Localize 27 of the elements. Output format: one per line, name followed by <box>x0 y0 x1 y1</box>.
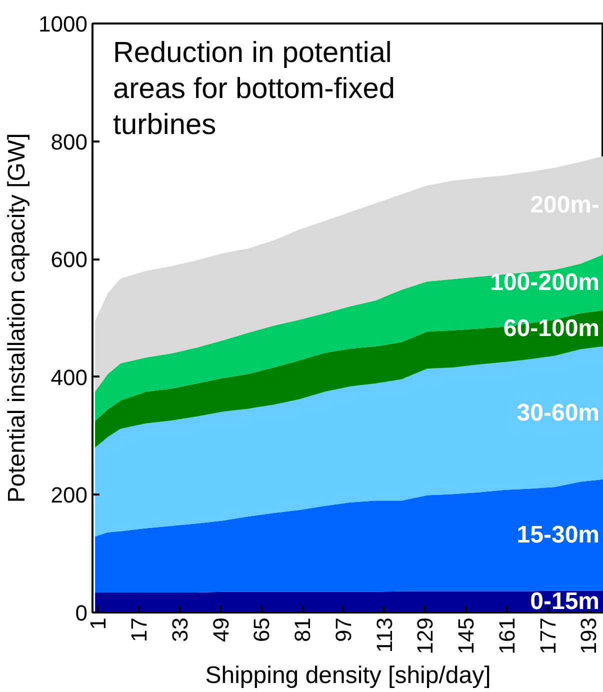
series-label: 15-30m <box>516 522 600 549</box>
x-tick-label: 177 <box>535 617 560 654</box>
x-tick-label: 65 <box>249 617 274 642</box>
x-tick-label: 193 <box>576 617 602 654</box>
series-label: 100-200m <box>490 268 600 296</box>
y-tick-label: 400 <box>50 364 88 390</box>
x-axis-title: Shipping density [ship/day] <box>205 662 491 690</box>
x-tick-label: 145 <box>454 617 479 654</box>
series-label: 0-15m <box>530 588 600 616</box>
series-label: 30-60m <box>516 399 600 426</box>
series-label: 60-100m <box>503 314 600 342</box>
y-tick-label: 800 <box>50 129 88 154</box>
x-tick-label: 97 <box>330 617 356 642</box>
annotation: Reduction in potential areas for bottom-fixed turbines <box>112 36 396 141</box>
y-tick-label: 200 <box>50 482 88 508</box>
x-tick-label: 81 <box>290 617 316 642</box>
y-axis-title: Potential installation capacity [GW] <box>4 133 31 503</box>
x-tick-label: 113 <box>372 617 397 653</box>
x-tick-label: 1 <box>86 617 111 630</box>
y-tick-label: 1000 <box>38 12 88 36</box>
y-tick-label: 600 <box>50 247 88 272</box>
y-tick-label: 0 <box>75 600 88 626</box>
x-tick-label: 17 <box>126 617 152 642</box>
x-tick-label: 49 <box>208 617 234 642</box>
x-tick-label: 129 <box>412 617 438 654</box>
x-tick-label: 33 <box>167 617 192 642</box>
x-tick-label: 161 <box>494 617 520 654</box>
